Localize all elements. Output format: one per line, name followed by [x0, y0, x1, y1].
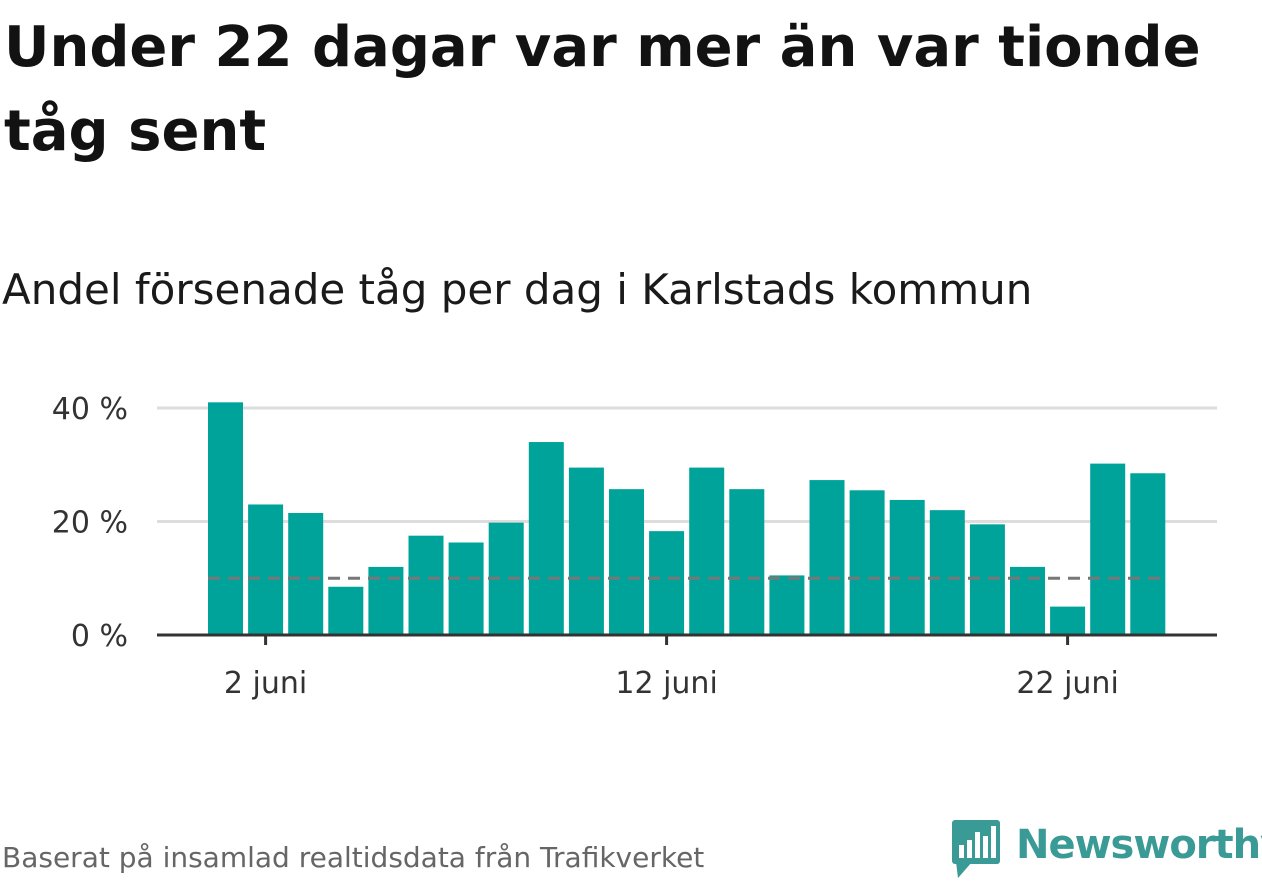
bar — [1130, 473, 1166, 635]
y-tick-label: 20 % — [52, 506, 128, 541]
bar — [729, 489, 765, 635]
bar — [649, 531, 685, 635]
bar — [889, 499, 925, 635]
chart-subtitle: Andel försenade tåg per dag i Karlstads … — [2, 265, 1033, 314]
bar — [528, 442, 564, 635]
x-tick-label: 12 juni — [615, 666, 717, 701]
x-tick-label: 22 juni — [1016, 666, 1118, 701]
bar — [609, 489, 644, 635]
y-tick-label: 0 % — [71, 619, 128, 654]
logo-wordmark: Newsworthy — [1016, 822, 1262, 868]
bar — [288, 512, 324, 635]
chart-title: Under 22 dagar var mer än var tionde tåg… — [4, 15, 1201, 164]
bar — [769, 575, 805, 635]
x-tick-label: 2 juni — [224, 666, 307, 701]
bar — [568, 467, 604, 635]
y-tick-label: 40 % — [52, 392, 128, 427]
bar — [248, 504, 284, 635]
bar — [448, 542, 484, 635]
bar — [1050, 606, 1086, 635]
bar — [689, 467, 725, 635]
y-axis-labels: 0 % 20 % 40 % — [52, 392, 128, 654]
bar — [408, 535, 444, 635]
bars — [208, 402, 1166, 635]
bar — [1090, 463, 1126, 635]
bar — [929, 510, 965, 635]
bar — [208, 402, 243, 635]
bar — [328, 586, 364, 635]
newsworthy-logo: Newsworthy — [950, 818, 1262, 882]
grid-lines — [157, 406, 1217, 523]
bar-chart-speech-bubble-icon — [952, 820, 1000, 878]
x-axis-labels: 2 juni 12 juni 22 juni — [224, 666, 1119, 701]
x-axis — [157, 633, 1217, 645]
bar-chart: 0 % 20 % 40 % 2 juni 12 juni 22 juni — [52, 392, 1217, 701]
bar — [849, 490, 885, 635]
bar — [809, 480, 845, 635]
source-note: Baserat på insamlad realtidsdata från Tr… — [2, 841, 705, 874]
